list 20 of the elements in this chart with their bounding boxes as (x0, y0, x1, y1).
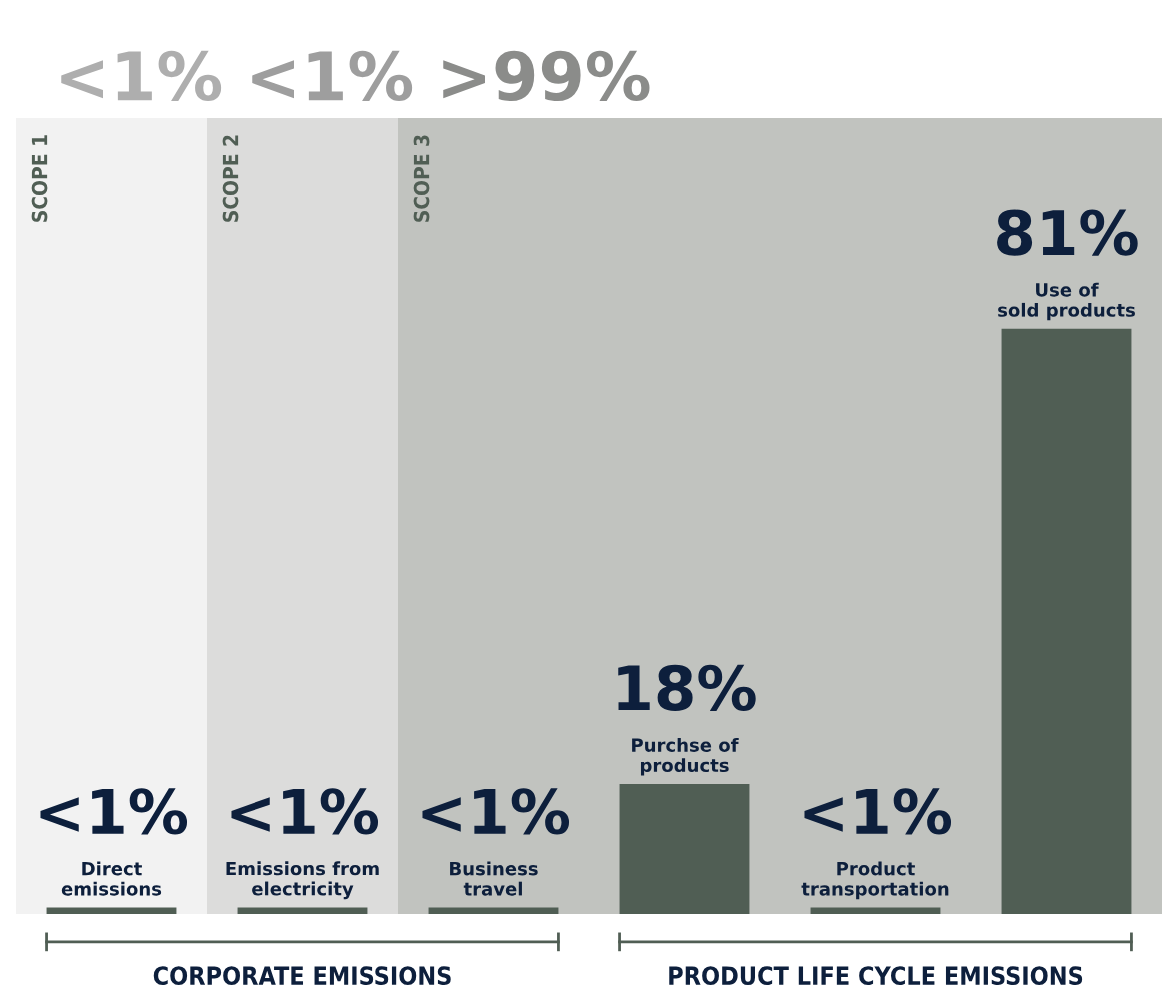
x-tick-label: Use of sold products (998, 282, 1135, 321)
x-tick-label: Product transportation (801, 861, 949, 900)
data-label: 18% (618, 664, 756, 711)
band-label: SCOPE 1 (31, 135, 48, 222)
data-label: <1% (422, 788, 570, 835)
text: <1% (61, 50, 222, 102)
band-label: SCOPE 2 (222, 135, 239, 222)
data-label: <1% (40, 788, 188, 835)
data-label: 81% (997, 209, 1138, 256)
x-tick-label: Emissions from electricity (226, 861, 379, 900)
band-label: SCOPE 3 (413, 135, 430, 222)
x-tick-label: Direct emissions (61, 861, 162, 896)
text: CORPORATE EMISSIONS (153, 966, 451, 986)
text: PRODUCT LIFE CYCLE EMISSIONS (669, 966, 1083, 986)
x-tick-label: Business travel (450, 861, 538, 896)
text: >99% (443, 50, 650, 102)
text: <1% (252, 50, 413, 102)
data-label: <1% (804, 788, 952, 835)
x-tick-label: Purchse of products (632, 737, 739, 776)
data-label: <1% (231, 788, 379, 835)
